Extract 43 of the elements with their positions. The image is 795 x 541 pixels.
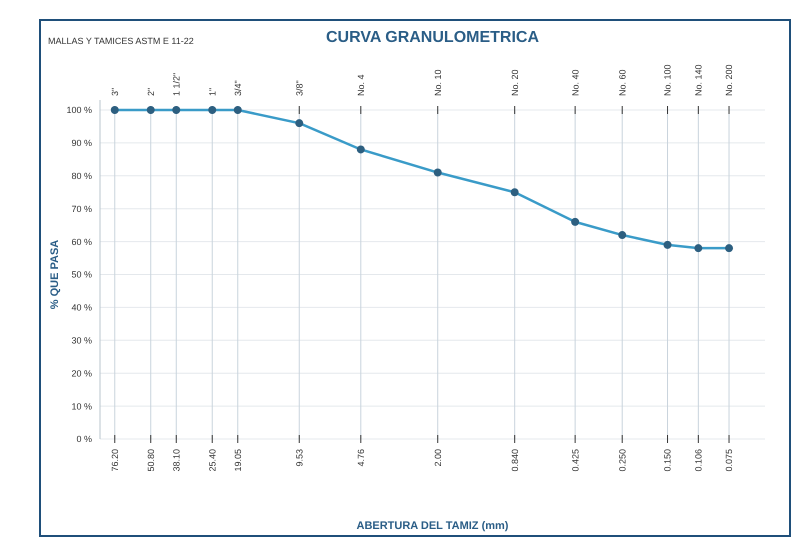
text: No. 4 [356,74,366,96]
x-tick-label: 38.10 [171,449,182,472]
y-tick-label: 80 % [71,170,92,181]
x-tick-label: 25.40 [207,449,218,472]
text: No. 20 [510,69,520,96]
x-tick-label: 76.20 [110,449,120,472]
x-tick-label: 0.150 [662,449,673,472]
chart-subtitle: MALLAS Y TAMICES ASTM E 11-22 [48,36,194,46]
y-tick-label: 0 % [76,434,92,444]
text: 1 1/2" [171,72,182,96]
x-tick-label: 9.53 [294,449,304,467]
x-tick-label: 0.425 [570,449,580,472]
x-tick-label: 0.075 [724,449,734,472]
y-tick-label: 30 % [71,335,92,346]
x-tick-label: 0.106 [693,449,704,472]
text: 1" [207,88,218,96]
y-tick-label: 20 % [71,368,92,378]
text: No. 40 [570,69,580,96]
text: No. 100 [662,64,673,96]
y-tick-label: 10 % [71,401,92,412]
y-axis-title: % QUE PASA [49,240,61,310]
text: No. 10 [432,69,443,96]
x-tick-label: 4.76 [356,449,366,467]
x-tick-label: 50.80 [146,449,156,472]
y-tick-label: 40 % [71,302,92,313]
text: 3/8" [294,80,304,96]
x-tick-label: 2.00 [432,449,443,467]
text: No. 200 [724,64,734,96]
x-tick-label: 0.250 [617,449,628,472]
text: No. 140 [693,64,704,96]
text: 3" [110,88,120,96]
text: 2" [146,88,156,96]
y-tick-label: 90 % [71,138,92,148]
x-axis-title: ABERTURA DEL TAMIZ (mm) [356,520,509,532]
y-tick-label: 50 % [71,270,92,280]
x-tick-label: 0.840 [510,449,520,472]
x-tick-label: 19.05 [232,449,243,472]
text: 3/4" [232,80,243,96]
chart-title: CURVA GRANULOMETRICA [326,29,540,46]
text: No. 60 [617,69,628,96]
y-tick-label: 100 % [66,105,92,116]
y-tick-label: 70 % [71,204,92,214]
y-tick-label: 60 % [71,236,92,247]
